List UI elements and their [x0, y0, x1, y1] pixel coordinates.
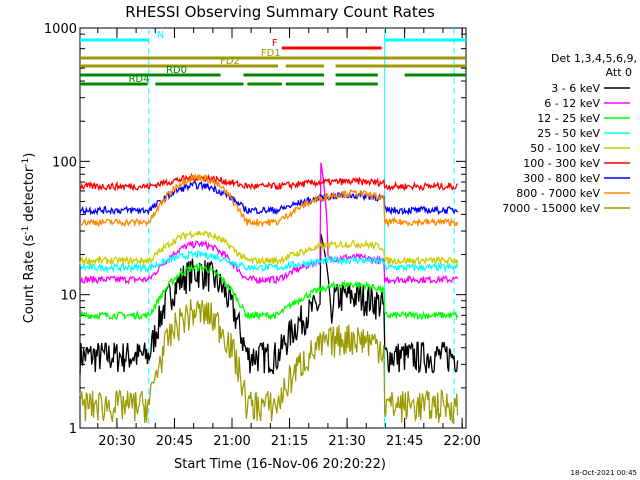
- x-tick-label: 20:30: [98, 434, 135, 449]
- plot-frame: [79, 27, 467, 429]
- flag-label: FD2: [220, 56, 240, 67]
- flag-label: RD4: [128, 74, 149, 85]
- legend-label: 50 - 100 keV: [530, 142, 600, 155]
- y-tick-label: 10: [60, 289, 77, 304]
- legend-label: 7000 - 15000 keV: [502, 202, 600, 215]
- y-axis-label: Count Rate (s-1 detector-1): [21, 153, 37, 324]
- x-tick-label: 21:15: [271, 434, 308, 449]
- legend: 3 - 6 keV 6 - 12 keV 12 - 25 keV 25 - 50 ke…: [502, 82, 630, 215]
- chart-title: RHESSI Observing Summary Count Rates: [125, 3, 435, 21]
- flag-label: RD0: [166, 65, 187, 76]
- legend-label: 800 - 7000 keV: [516, 187, 600, 200]
- y-tick-label: 1: [69, 422, 77, 437]
- x-tick-label: 20:45: [156, 434, 193, 449]
- flag-label: F: [272, 38, 278, 49]
- legend-label: 3 - 6 keV: [551, 82, 600, 95]
- x-tick-label: 22:00: [443, 434, 480, 449]
- y-axis-label-main: Count Rate (s: [22, 235, 37, 324]
- series-line-3to6keV: [79, 233, 459, 375]
- flag-label: FD1: [261, 48, 281, 59]
- y-axis-label-mid: detector: [22, 166, 37, 226]
- x-tick-label: 21:00: [213, 434, 250, 449]
- legend-label: 12 - 25 keV: [537, 112, 600, 125]
- series-line-12to25keV: [79, 262, 459, 321]
- series-line-100to300keV: [79, 172, 459, 192]
- y-axis-label-sup1: -1: [21, 226, 31, 235]
- y-tick-label: 100: [52, 155, 77, 170]
- series-line-50to100keV: [79, 229, 459, 267]
- footer-timestamp: 18-Oct-2021 00:45: [571, 469, 637, 477]
- series-line-300to800keV: [79, 180, 459, 216]
- legend-label: 6 - 12 keV: [544, 97, 600, 110]
- y-tick-label: 1000: [44, 22, 77, 37]
- plot-area: 1 10 100 1000 20:30 20:45 21:00 21:15 21:30 21:45…: [44, 22, 481, 449]
- legend-label: 25 - 50 keV: [537, 127, 600, 140]
- legend-label: 300 - 800 keV: [523, 172, 600, 185]
- x-axis-label: Start Time (16-Nov-06 20:20:22): [174, 457, 386, 472]
- legend-label: 100 - 300 keV: [523, 157, 600, 170]
- series-line-25to50keV: [79, 250, 459, 274]
- x-tick-label: 21:45: [386, 434, 423, 449]
- legend-header-line2: Att 0: [606, 66, 632, 79]
- series-line-6to12keV: [79, 162, 459, 286]
- legend-header-line1: Det 1,3,4,5,6,9,: [551, 52, 637, 65]
- y-axis-label-sup2: -1: [21, 158, 31, 167]
- series-line-800to7000keV: [79, 172, 459, 229]
- x-tick-label: 21:30: [328, 434, 365, 449]
- series-line-7000to15000keV: [79, 298, 459, 425]
- y-axis-label-end: ): [22, 153, 37, 158]
- flag-label: N: [157, 30, 164, 41]
